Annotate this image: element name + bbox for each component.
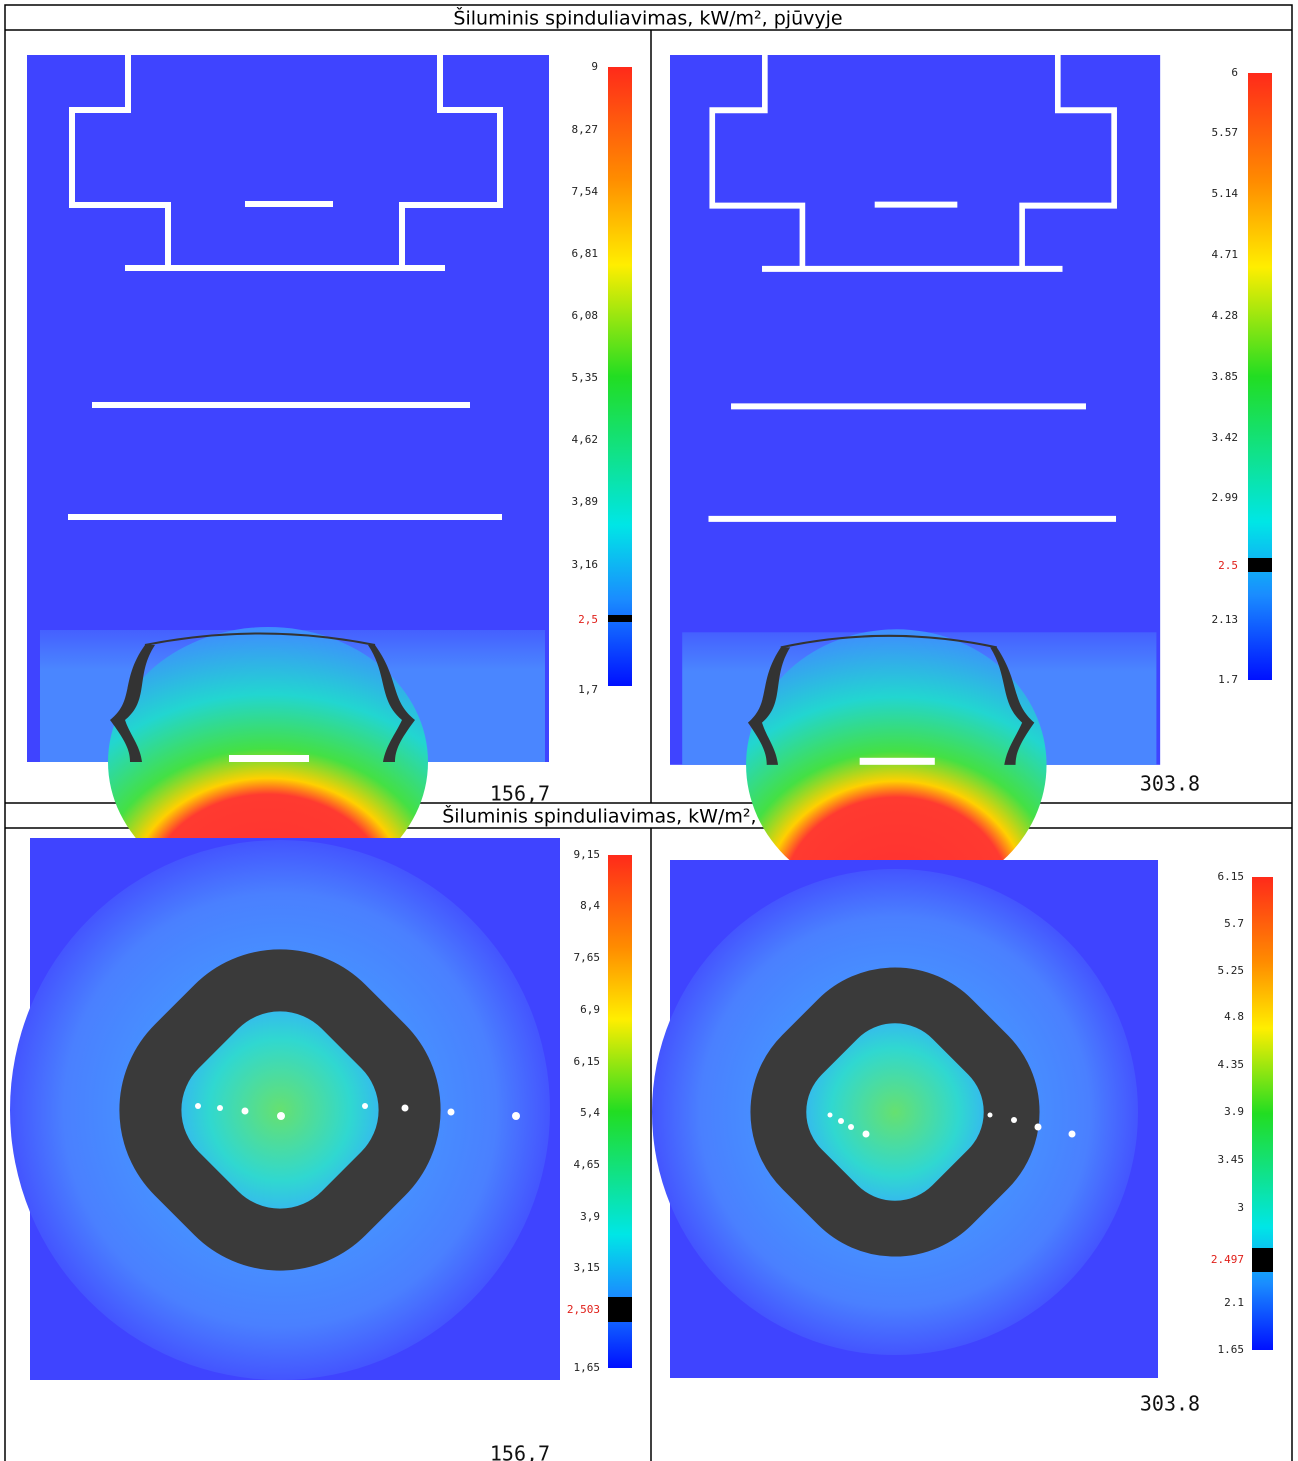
time-label: 156,7 (490, 1442, 550, 1461)
scale-label: 1,7 (578, 683, 598, 696)
color-scale (608, 855, 632, 1368)
time-label: 303.8 (1140, 1392, 1200, 1416)
scale-label: 4,65 (574, 1158, 601, 1171)
scale-label: 3.42 (1212, 431, 1239, 444)
scale-label: 6,15 (574, 1055, 601, 1068)
scale-label: 5.7 (1224, 917, 1244, 930)
color-scale (1252, 877, 1273, 1350)
scale-label: 5.57 (1212, 126, 1239, 139)
scale-label: 7,54 (572, 185, 599, 198)
threshold-band (608, 615, 632, 622)
scale-label: 4.28 (1212, 309, 1239, 322)
threshold-label: 2.497 (1211, 1253, 1244, 1266)
scale-label: 3,89 (572, 495, 599, 508)
scale-label: 8,4 (580, 899, 600, 912)
sensor-points (827, 1112, 1076, 1138)
scale-label: 4.71 (1212, 248, 1239, 261)
row-header: Šiluminis spinduliavimas, kW/m², pjūvyje (453, 6, 842, 30)
scale-label: 7,65 (574, 951, 601, 964)
section-image (27, 55, 549, 897)
scale-label: 6.15 (1218, 870, 1245, 883)
scale-label: 3,9 (580, 1210, 600, 1223)
scale-label: 5,4 (580, 1106, 600, 1119)
scale-label: 1.65 (1218, 1343, 1245, 1356)
scale-label: 3,15 (574, 1261, 601, 1274)
plan-heat (652, 869, 1138, 1355)
color-scale (608, 67, 632, 686)
scale-label: 6 (1231, 66, 1238, 79)
color-scale (1248, 73, 1272, 680)
section-image (670, 55, 1160, 900)
sensor-points (195, 1103, 520, 1120)
scale-label: 5.14 (1212, 187, 1239, 200)
scale-label: 9,15 (574, 848, 601, 861)
threshold-label: 2,503 (567, 1303, 600, 1316)
scale-label: 6,9 (580, 1003, 600, 1016)
scale-label: 6,81 (572, 247, 599, 260)
scale-label: 1.7 (1218, 673, 1238, 686)
scale-label: 3.85 (1212, 370, 1239, 383)
scale-label: 3,16 (572, 558, 599, 571)
scale-label: 4.8 (1224, 1010, 1244, 1023)
threshold-label: 2.5 (1218, 559, 1238, 572)
threshold-band (1248, 558, 1272, 572)
threshold-band (608, 1297, 632, 1322)
scale-label: 4.35 (1218, 1058, 1245, 1071)
threshold-label: 2,5 (578, 613, 598, 626)
scale-label: 4,62 (572, 433, 599, 446)
scale-label: 9 (591, 60, 598, 73)
scale-label: 2.13 (1212, 613, 1239, 626)
plan-heat (10, 840, 550, 1380)
scale-label: 8,27 (572, 123, 599, 136)
time-label: 156,7 (490, 782, 550, 806)
scale-label: 6,08 (572, 309, 599, 322)
scale-label: 3.45 (1218, 1153, 1245, 1166)
scale-label: 2.99 (1212, 491, 1239, 504)
overlay: 9 8,27 7,54 6,81 6,08 5,35 4,62 3,89 3,16 1,7 2,5 1… (490, 60, 1273, 1461)
scale-label: 5,35 (572, 371, 599, 384)
scale-label: 2.1 (1224, 1296, 1244, 1309)
scale-label: 3.9 (1224, 1105, 1244, 1118)
scale-label: 3 (1237, 1201, 1244, 1214)
threshold-band (1252, 1248, 1273, 1272)
scale-label: 5.25 (1218, 964, 1245, 977)
time-label: 303.8 (1140, 772, 1200, 796)
scale-label: 1,65 (574, 1361, 601, 1374)
